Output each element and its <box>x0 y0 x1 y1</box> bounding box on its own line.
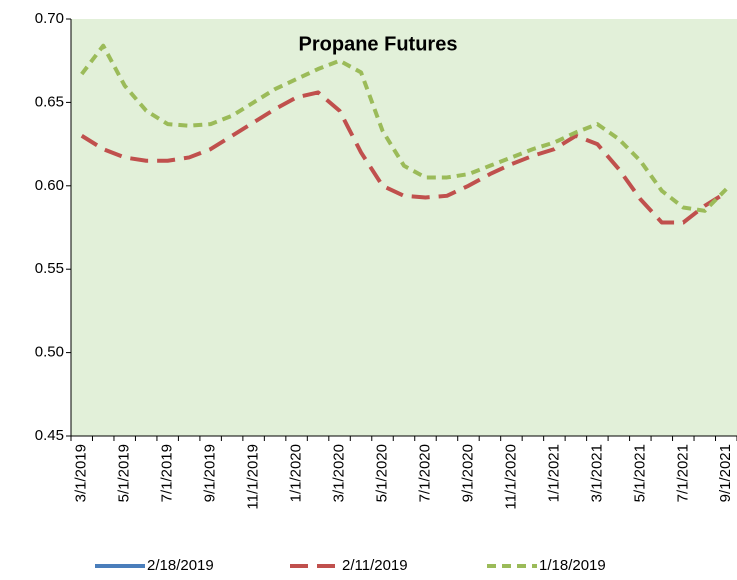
plot-area <box>71 19 737 436</box>
legend-label: 2/18/2019 <box>147 557 214 574</box>
x-tick-label: 3/1/2019 <box>73 444 90 502</box>
x-tick-label: 11/1/2020 <box>502 444 519 510</box>
x-tick-label: 5/1/2019 <box>116 444 133 502</box>
legend-label: 1/18/2019 <box>539 557 606 574</box>
x-tick-label: 1/1/2021 <box>545 444 562 502</box>
y-tick-label: 0.55 <box>35 260 64 277</box>
series-line <box>80 90 728 225</box>
x-tick-label: 7/1/2019 <box>159 444 176 502</box>
chart-title: Propane Futures <box>299 33 458 55</box>
x-tick-label: 5/1/2021 <box>631 444 648 502</box>
x-tick-label: 7/1/2021 <box>674 444 691 502</box>
x-tick-label: 9/1/2019 <box>202 444 219 502</box>
y-tick-label: 0.70 <box>35 10 64 27</box>
y-tick-label: 0.45 <box>35 427 64 444</box>
y-tick-label: 0.60 <box>35 177 64 194</box>
y-tick-label: 0.65 <box>35 93 64 110</box>
x-tick-label: 3/1/2020 <box>331 444 348 502</box>
series-line <box>80 43 728 213</box>
x-tick-label: 11/1/2019 <box>245 444 262 510</box>
legend-label: 2/11/2019 <box>342 557 408 574</box>
x-tick-label: 9/1/2020 <box>459 444 476 502</box>
x-tick-label: 5/1/2020 <box>373 444 390 502</box>
x-tick-label: 7/1/2020 <box>416 444 433 502</box>
x-tick-label: 1/1/2020 <box>288 444 305 502</box>
x-tick-label: 3/1/2021 <box>588 444 605 502</box>
x-tick-label: 9/1/2021 <box>717 444 734 502</box>
y-tick-label: 0.50 <box>35 344 64 361</box>
